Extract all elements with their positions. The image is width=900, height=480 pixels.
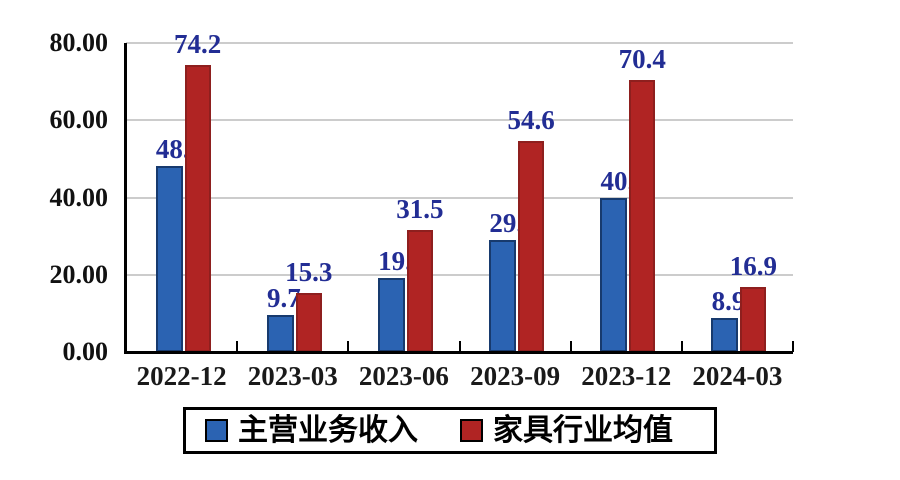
gridline — [126, 119, 793, 122]
x-axis-label: 2023-03 — [247, 361, 338, 391]
revenue-value-label: 9.7 — [267, 282, 301, 313]
y-axis-label: 80.00 — [49, 28, 109, 57]
plot-area: 48. 74.2 9.7 15.3 19. 31.5 29. 54.6 40. 70.4 8.9 16… — [124, 30, 794, 354]
legend-swatch-blue — [205, 419, 228, 442]
revenue-value-label: 19. — [378, 245, 412, 276]
legend-item-industry-avg: 家具行业均值 — [460, 414, 673, 448]
industry-avg-bar — [518, 141, 545, 352]
legend-item-revenue: 主营业务收入 — [205, 414, 418, 448]
revenue-value-label: 40. — [600, 165, 635, 196]
revenue-value-label: 29. — [489, 208, 524, 238]
x-axis-tick — [347, 341, 350, 352]
x-axis-label: 2023-09 — [470, 361, 561, 391]
legend-label-revenue: 主营业务收入 — [238, 413, 418, 447]
industry-avg-value-label: 15.3 — [285, 256, 333, 287]
y-axis-label: 0.00 — [62, 337, 109, 366]
x-axis-label: 2023-12 — [581, 361, 672, 391]
x-axis-tick — [680, 341, 683, 352]
y-axis-label: 40.00 — [49, 182, 109, 212]
x-axis-tick — [458, 341, 461, 352]
y-axis-line — [124, 43, 127, 352]
y-axis-label: 20.00 — [49, 259, 109, 289]
industry-avg-bar — [629, 80, 656, 352]
x-axis-label: 2022-12 — [136, 361, 227, 391]
industry-avg-bar — [740, 286, 767, 352]
legend: 主营业务收入 家具行业均值 — [183, 407, 717, 454]
gridline — [126, 273, 793, 276]
x-axis-tick — [236, 341, 239, 352]
x-axis-tick — [792, 341, 794, 352]
revenue-value-label: 48. — [155, 133, 190, 164]
revenue-bar — [711, 317, 739, 352]
industry-avg-value-label: 16.9 — [729, 250, 778, 281]
industry-avg-bar — [184, 65, 211, 352]
y-axis-label: 60.00 — [49, 105, 109, 135]
industry-avg-value-label: 70.4 — [618, 44, 666, 75]
industry-avg-value-label: 74.2 — [173, 29, 222, 60]
industry-avg-value-label: 31.5 — [396, 194, 444, 225]
legend-swatch-red — [460, 419, 483, 442]
x-axis-label: 2024-03 — [692, 361, 783, 391]
x-axis-label: 2023-06 — [358, 361, 449, 391]
revenue-bar — [155, 165, 183, 352]
revenue-bar — [489, 240, 517, 352]
industry-avg-value-label: 54.6 — [507, 105, 555, 136]
x-axis-line — [124, 351, 793, 354]
revenue-bar — [377, 277, 405, 352]
industry-avg-bar — [406, 230, 433, 352]
legend-label-industry-avg: 家具行业均值 — [493, 413, 673, 447]
gridline — [126, 42, 793, 44]
revenue-bar — [600, 197, 628, 352]
x-axis-tick — [569, 341, 572, 352]
revenue-bar — [266, 314, 294, 352]
industry-avg-bar — [295, 292, 322, 352]
gridline — [126, 196, 793, 199]
revenue-value-label: 8.9 — [711, 285, 746, 316]
